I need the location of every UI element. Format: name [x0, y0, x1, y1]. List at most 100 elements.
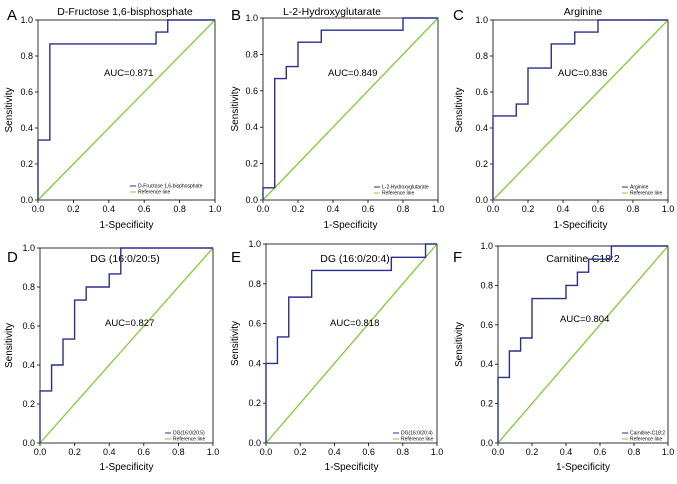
roc-curve-d	[39, 247, 213, 443]
x-axis-label-a: 1-Specificity	[100, 220, 154, 231]
x-tick-label: 0.8	[172, 447, 185, 457]
reference-line-b	[262, 17, 439, 201]
panel-letter-d: D	[7, 249, 18, 266]
x-tick-label: 0.6	[138, 204, 151, 214]
reference-line-f	[497, 245, 669, 444]
legend-label-reference: Reference line	[173, 437, 205, 443]
x-tick-label: 0.4	[557, 204, 570, 214]
y-tick-label: 0.0	[480, 438, 493, 448]
y-tick-label: 0.4	[22, 360, 35, 370]
x-tick-label: 0.6	[138, 447, 151, 457]
panel-letter-c: C	[453, 7, 464, 24]
x-tick-label: 0.4	[103, 447, 116, 457]
legend-label-reference: Reference line	[138, 190, 170, 196]
x-tick-label: 0.0	[260, 447, 273, 457]
x-tick-label: 1.0	[431, 447, 444, 457]
x-tick-label: 0.2	[68, 447, 81, 457]
legend-label-reference: Reference line	[401, 437, 433, 443]
x-axis-label-d: 1-Specificity	[100, 462, 154, 473]
panel-letter-e: E	[231, 249, 241, 266]
roc-panel-a: A D-Fructose 1,6-bisphosphate 0.0 0.2 0.4 0.6…	[4, 6, 221, 231]
panel-letter-f: F	[453, 249, 462, 266]
y-tick-label: 1.0	[480, 241, 493, 251]
x-tick-label: 0.6	[592, 204, 605, 214]
y-tick-label: 1.0	[248, 239, 261, 249]
x-tick-label: 0.2	[292, 204, 305, 214]
y-tick-label: 0.4	[475, 123, 488, 133]
legend-label-reference: Reference line	[630, 437, 662, 443]
panel-letter-a: A	[7, 7, 17, 24]
x-tick-label: 0.4	[327, 204, 340, 214]
x-tick-label: 0.8	[397, 447, 410, 457]
y-tick-label: 1.0	[245, 13, 258, 23]
y-tick-label: 0.4	[480, 359, 493, 369]
chart-title-c: Arginine	[564, 6, 603, 18]
plot-frame-f	[497, 245, 669, 444]
roc-curve-f	[497, 245, 668, 443]
roc-panel-c: C Arginine 0.0 0.2 0.4 0.6 0.8 1.0 0.0 0.2 0.4 0.6 0…	[453, 6, 674, 231]
y-axis-label-b: Sensitivity	[230, 86, 241, 131]
y-tick-label: 0.8	[248, 279, 261, 289]
auc-annotation-d: AUC=0.827	[105, 318, 154, 329]
y-tick-label: 1.0	[475, 15, 488, 25]
legend-label-roc: Carnitine-C18:2	[630, 431, 665, 437]
y-axis-label-e: Sensitivity	[230, 321, 241, 366]
y-tick-label: 0.0	[22, 438, 35, 448]
roc-panel-f: F Carnitine-C18:2 0.0 0.2 0.4 0.6 0.8 1.0 0.0 0.2…	[453, 241, 674, 473]
x-tick-label: 0.2	[294, 447, 307, 457]
y-tick-label: 0.6	[245, 86, 258, 96]
x-tick-label: 0.6	[594, 447, 607, 457]
reference-line-a	[37, 19, 216, 201]
y-tick-label: 0.8	[475, 51, 488, 61]
plot-frame-b	[262, 17, 439, 201]
chart-title-a: D-Fructose 1,6-bisphosphate	[57, 6, 193, 18]
legend-label-reference: Reference line	[382, 191, 414, 197]
x-tick-label: 0.0	[492, 447, 505, 457]
x-tick-label: 1.0	[432, 204, 445, 214]
legend-e: DG(16:0/20:4)Reference line	[393, 431, 433, 443]
legend-label-roc: DG(16:0/20:4)	[401, 431, 433, 437]
y-tick-label: 0.2	[480, 399, 493, 409]
roc-curve-b	[262, 17, 438, 200]
y-axis-label-a: Sensitivity	[4, 87, 15, 132]
y-tick-label: 0.2	[475, 159, 488, 169]
x-axis-label-c: 1-Specificity	[554, 220, 608, 231]
x-tick-label: 1.0	[662, 204, 675, 214]
panel-letter-b: B	[231, 7, 241, 24]
x-tick-label: 1.0	[207, 447, 220, 457]
x-tick-label: 0.6	[362, 447, 375, 457]
y-axis-label-c: Sensitivity	[454, 87, 465, 132]
y-axis-label-f: Sensitivity	[454, 322, 465, 367]
roc-curve-c	[492, 19, 668, 200]
x-tick-label: 0.4	[560, 447, 573, 457]
y-tick-label: 0.6	[475, 87, 488, 97]
y-tick-label: 1.0	[22, 243, 35, 253]
legend-label-roc: D-Fructose 1,6-bisphosphate	[138, 184, 203, 190]
y-tick-label: 0.6	[22, 321, 35, 331]
y-tick-label: 0.2	[248, 398, 261, 408]
plot-frame-a	[37, 19, 216, 201]
x-tick-label: 1.0	[662, 447, 675, 457]
y-tick-label: 0.4	[20, 123, 33, 133]
legend-d: DG(16:0/20:5)Reference line	[165, 431, 205, 443]
roc-panel-d: D DG (16:0/20:5) 0.0 0.2 0.4 0.6 0.8 1.0 0.0 0.2 0…	[4, 243, 219, 473]
x-tick-label: 0.0	[34, 447, 47, 457]
chart-title-e: DG (16:0/20:4)	[320, 253, 389, 265]
reference-line-c	[492, 19, 669, 201]
y-tick-label: 0.2	[245, 159, 258, 169]
x-tick-label: 0.8	[397, 204, 410, 214]
x-tick-label: 0.2	[522, 204, 535, 214]
y-tick-label: 0.8	[20, 51, 33, 61]
auc-annotation-e: AUC=0.818	[330, 318, 379, 329]
y-tick-label: 0.6	[20, 87, 33, 97]
chart-title-b: L-2-Hydroxyglutarate	[283, 6, 381, 18]
y-tick-label: 0.2	[20, 159, 33, 169]
y-tick-label: 0.0	[245, 195, 258, 205]
x-tick-label: 0.2	[67, 204, 80, 214]
legend-label-reference: Reference line	[630, 191, 662, 197]
y-tick-label: 0.6	[248, 319, 261, 329]
plot-frame-e	[265, 243, 438, 444]
